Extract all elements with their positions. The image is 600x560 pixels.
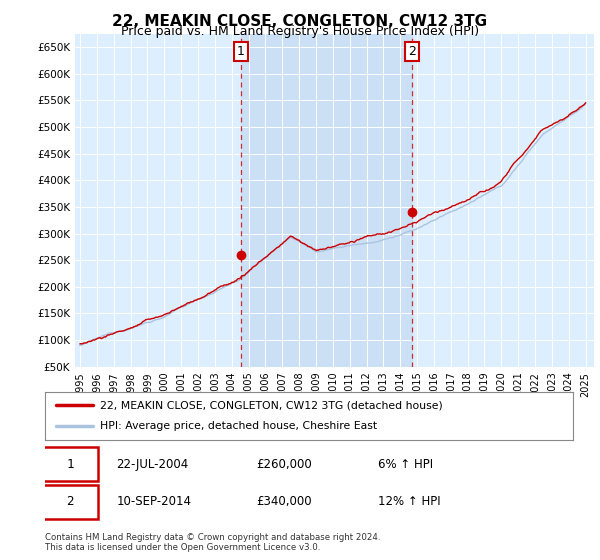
Text: 22-JUL-2004: 22-JUL-2004 bbox=[116, 458, 188, 471]
Text: 12% ↑ HPI: 12% ↑ HPI bbox=[377, 495, 440, 508]
Text: 2: 2 bbox=[67, 495, 74, 508]
Text: Price paid vs. HM Land Registry's House Price Index (HPI): Price paid vs. HM Land Registry's House … bbox=[121, 25, 479, 38]
FancyBboxPatch shape bbox=[43, 485, 98, 519]
Text: 1: 1 bbox=[67, 458, 74, 471]
Bar bbox=[241, 34, 412, 367]
Text: 22, MEAKIN CLOSE, CONGLETON, CW12 3TG: 22, MEAKIN CLOSE, CONGLETON, CW12 3TG bbox=[112, 14, 488, 29]
Text: This data is licensed under the Open Government Licence v3.0.: This data is licensed under the Open Gov… bbox=[45, 543, 320, 552]
Text: 10-SEP-2014: 10-SEP-2014 bbox=[116, 495, 191, 508]
Text: 6% ↑ HPI: 6% ↑ HPI bbox=[377, 458, 433, 471]
Text: Contains HM Land Registry data © Crown copyright and database right 2024.: Contains HM Land Registry data © Crown c… bbox=[45, 533, 380, 542]
Text: £340,000: £340,000 bbox=[256, 495, 312, 508]
Text: 1: 1 bbox=[237, 45, 245, 58]
Text: HPI: Average price, detached house, Cheshire East: HPI: Average price, detached house, Ches… bbox=[100, 421, 377, 431]
Text: 22, MEAKIN CLOSE, CONGLETON, CW12 3TG (detached house): 22, MEAKIN CLOSE, CONGLETON, CW12 3TG (d… bbox=[100, 400, 443, 410]
Text: £260,000: £260,000 bbox=[256, 458, 312, 471]
Text: 2: 2 bbox=[408, 45, 416, 58]
FancyBboxPatch shape bbox=[43, 447, 98, 481]
